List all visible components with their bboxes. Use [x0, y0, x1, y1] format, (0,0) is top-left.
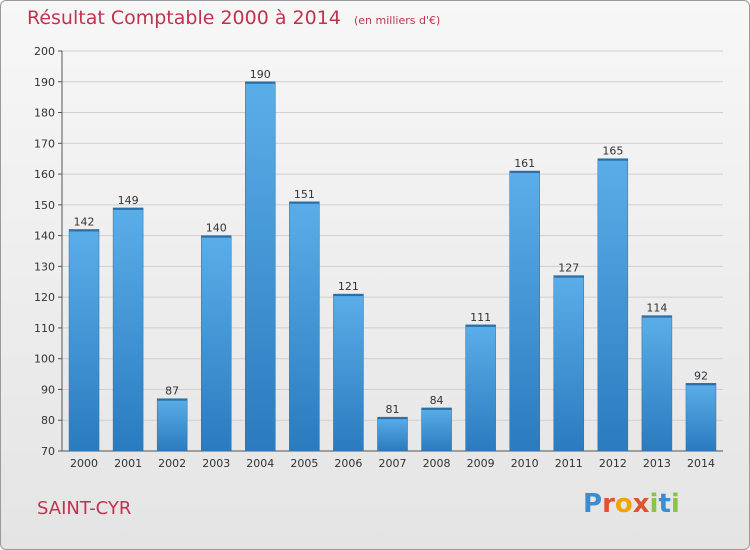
y-tick-label: 190 [34, 76, 55, 89]
bar-2011 [553, 275, 585, 452]
logo-letter: i [649, 489, 659, 519]
bar-top-edge [509, 171, 540, 173]
y-tick-label: 70 [41, 445, 55, 458]
x-tick-labels: 2000 2001 2002 2003 2004 2005 2006 2007 2008 2009… [70, 457, 715, 470]
bar-top-edge [641, 315, 672, 318]
logo-letter: x [632, 489, 650, 519]
x-tick-label: 2003 [202, 457, 230, 470]
y-tick-label: 170 [34, 137, 55, 150]
bar-top-edge [597, 158, 628, 161]
x-tick-label: 2013 [643, 457, 671, 470]
x-tick-label: 2008 [423, 457, 451, 470]
bar-top-edge [201, 235, 232, 238]
y-tick-label: 120 [34, 291, 55, 304]
data-label: 114 [646, 302, 667, 315]
y-tick-label: 140 [34, 230, 55, 243]
bar-2005 [289, 201, 320, 452]
bar-top-edge [245, 81, 276, 84]
bar-2002 [156, 398, 188, 452]
bar-top-edge [553, 275, 584, 278]
bar-top-edge [333, 294, 364, 297]
data-labels: 142 149 87 140 190 151 121 81 84 111 161 127 165 114 9… [74, 68, 708, 416]
x-tick-label: 2000 [70, 457, 98, 470]
y-tick-label: 110 [34, 322, 55, 335]
logo-letter: o [614, 489, 633, 519]
data-label: 127 [558, 262, 579, 275]
commune-name: SAINT-CYR [37, 498, 132, 519]
x-tick-label: 2010 [511, 457, 539, 470]
bar-2012 [597, 158, 629, 452]
data-label: 87 [165, 385, 179, 398]
bar-top-edge [289, 201, 320, 204]
y-tick-label: 200 [34, 45, 55, 58]
x-tick-label: 2014 [687, 457, 715, 470]
bar-top-edge [157, 398, 188, 401]
x-tick-label: 2007 [379, 457, 407, 470]
bar-2006 [333, 293, 364, 452]
logo-letter: P [583, 489, 603, 519]
y-tick-label: 130 [34, 260, 55, 273]
y-tick-label: 80 [41, 414, 55, 427]
logo-letter: r [602, 489, 615, 519]
data-label: 92 [694, 369, 708, 382]
bar-2008 [421, 407, 452, 452]
bar-2001 [112, 207, 144, 452]
bar-top-edge [421, 407, 452, 410]
bar-top-edge [69, 229, 100, 232]
bar-2003 [200, 235, 232, 452]
x-tick-label: 2002 [158, 457, 186, 470]
data-label: 165 [602, 145, 623, 158]
data-label: 161 [514, 157, 535, 170]
x-tick-label: 2011 [555, 457, 583, 470]
chart-subtitle: (en milliers d'€) [353, 14, 441, 27]
proxiti-logo: Proxiti [583, 489, 680, 519]
bar-2000 [68, 229, 100, 452]
bar-2004 [245, 81, 276, 452]
bar-2010 [509, 170, 540, 452]
x-tick-label: 2004 [246, 457, 274, 470]
data-label: 142 [74, 215, 95, 228]
bar-top-edge [685, 383, 716, 386]
chart-title-block: Résultat Comptable 2000 à 2014 (en milli… [27, 7, 440, 29]
data-label: 190 [250, 68, 271, 81]
logo-letter: t [658, 489, 671, 519]
data-label: 81 [386, 403, 400, 416]
y-tick-label: 150 [34, 199, 55, 212]
y-tick-label: 160 [34, 168, 55, 181]
x-tick-label: 2005 [290, 457, 318, 470]
logo-letter: i [670, 489, 680, 519]
bar-2014 [685, 383, 717, 452]
bar-2013 [641, 315, 673, 452]
x-tick-label: 2009 [467, 457, 495, 470]
y-tick-labels: 70 80 90 100 110 120 130 140 150 160 170 180 190 200 [34, 45, 55, 458]
x-tick-label: 2012 [599, 457, 627, 470]
data-label: 84 [430, 394, 444, 407]
data-label: 121 [338, 280, 359, 293]
y-tick-label: 90 [41, 383, 55, 396]
bars [68, 81, 717, 452]
data-label: 151 [294, 188, 315, 201]
x-tick-label: 2001 [114, 457, 142, 470]
bar-2007 [377, 416, 408, 452]
data-label: 111 [470, 311, 491, 324]
data-label: 140 [206, 222, 227, 235]
bar-top-edge [113, 207, 144, 210]
bar-top-edge [465, 324, 496, 327]
bar-2009 [465, 324, 496, 452]
bar-top-edge [377, 417, 408, 420]
chart-title: Résultat Comptable 2000 à 2014 [27, 7, 341, 29]
y-tick-label: 100 [34, 353, 55, 366]
y-tick-label: 180 [34, 107, 55, 120]
data-label: 149 [118, 194, 139, 207]
x-tick-label: 2006 [334, 457, 362, 470]
